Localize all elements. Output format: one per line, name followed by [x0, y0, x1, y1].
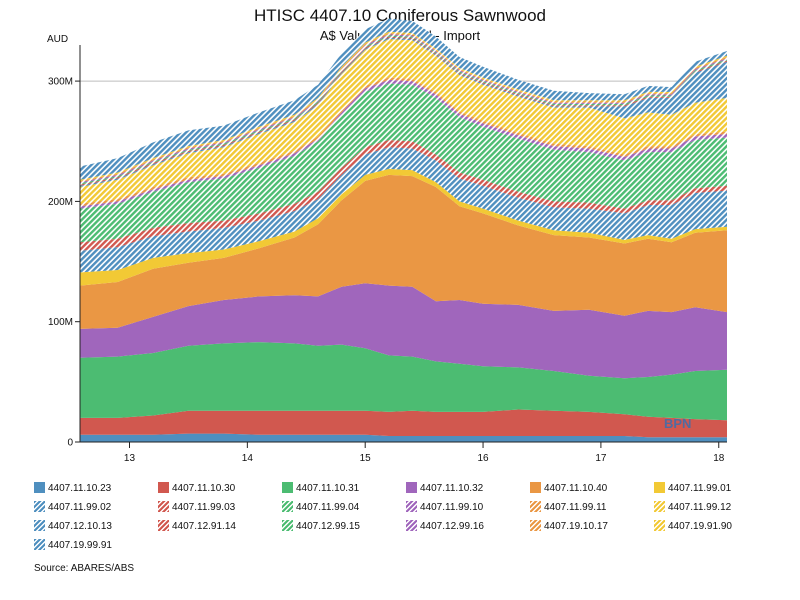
legend-label: 4407.19.91.90 — [668, 521, 732, 532]
area-4407.11.10.32 — [80, 283, 727, 379]
y-tick-label: 200M — [48, 197, 73, 208]
legend-swatch — [282, 482, 293, 493]
watermark-logo: BPN — [664, 416, 692, 431]
legend-item[interactable]: 4407.12.99.15 — [282, 520, 360, 533]
legend-item[interactable]: 4407.11.99.03 — [158, 501, 235, 514]
legend-label: 4407.19.10.17 — [544, 521, 608, 532]
legend-swatch — [34, 501, 45, 512]
legend-item[interactable]: 4407.11.99.02 — [34, 501, 111, 514]
legend-item[interactable]: 4407.11.10.23 — [34, 482, 111, 495]
legend-label: 4407.11.99.01 — [668, 483, 732, 494]
legend-label: 4407.11.99.03 — [172, 502, 236, 513]
legend-item[interactable]: 4407.19.99.91 — [34, 539, 112, 552]
chart-plot: 0 100M 200M 300M 13 14 15 16 17 18 — [48, 18, 727, 464]
legend-label: 4407.11.10.40 — [544, 483, 608, 494]
legend-swatch — [406, 482, 417, 493]
legend-swatch — [406, 520, 417, 531]
legend-item[interactable]: 4407.19.10.17 — [530, 520, 608, 533]
legend-label: 4407.12.99.16 — [420, 521, 484, 532]
legend-label: 4407.11.99.04 — [296, 502, 360, 513]
legend-item[interactable]: 4407.12.10.13 — [34, 520, 112, 533]
legend-item[interactable]: 4407.11.99.11 — [530, 501, 606, 514]
area-4407.11.99.02 — [80, 147, 727, 273]
legend-swatch — [530, 482, 541, 493]
y-tick-label: 100M — [48, 317, 73, 328]
legend-swatch — [654, 482, 665, 493]
legend-item[interactable]: 4407.12.99.16 — [406, 520, 484, 533]
legend-swatch — [654, 501, 665, 512]
area-4407.11.10.30 — [80, 409, 727, 438]
legend-swatch — [282, 501, 293, 512]
area-4407.11.10.40 — [80, 174, 727, 329]
x-tick-label: 17 — [595, 453, 607, 464]
legend-swatch — [282, 520, 293, 531]
x-tick-label: 14 — [242, 453, 254, 464]
legend-swatch — [34, 520, 45, 531]
legend-label: 4407.12.10.13 — [48, 521, 112, 532]
y-tick-label: 0 — [67, 438, 73, 449]
legend-label: 4407.11.99.12 — [668, 502, 732, 513]
area-4407.11.99.03 — [80, 140, 727, 251]
y-axis-label: AUD — [47, 34, 69, 45]
legend-item[interactable]: 4407.11.10.30 — [158, 482, 235, 495]
legend-swatch — [158, 482, 169, 493]
legend-label: 4407.11.99.02 — [48, 502, 112, 513]
legend-swatch — [406, 501, 417, 512]
area-4407.11.99.04 — [80, 83, 727, 243]
legend-item[interactable]: 4407.11.10.31 — [282, 482, 359, 495]
stacked-areas — [80, 18, 727, 442]
area-4407.19.99.91 — [80, 18, 727, 180]
legend-label: 4407.11.10.23 — [48, 483, 112, 494]
chart-title: HTISC 4407.10 Coniferous Sawnwood — [254, 6, 546, 25]
legend-swatch — [530, 501, 541, 512]
legend-item[interactable]: 4407.12.91.14 — [158, 520, 236, 533]
y-tick-label: 300M — [48, 77, 73, 88]
legend-label: 4407.12.91.14 — [172, 521, 236, 532]
legend-label: 4407.11.10.32 — [420, 483, 484, 494]
legend-label: 4407.11.10.31 — [296, 483, 360, 494]
legend-label: 4407.12.99.15 — [296, 521, 360, 532]
legend-item[interactable]: 4407.11.99.12 — [654, 501, 731, 514]
legend-item[interactable]: 4407.11.99.04 — [282, 501, 359, 514]
legend-swatch — [158, 520, 169, 531]
legend-label: 4407.19.99.91 — [48, 540, 112, 551]
legend-swatch — [654, 520, 665, 531]
source-note: Source: ABARES/ABS — [34, 563, 135, 574]
legend-item[interactable]: 4407.11.10.40 — [530, 482, 607, 495]
legend-swatch — [34, 482, 45, 493]
area-4407.11.10.31 — [80, 342, 727, 421]
x-tick-label: 18 — [713, 453, 725, 464]
x-tick-label: 16 — [477, 453, 489, 464]
legend-label: 4407.11.99.11 — [544, 502, 607, 513]
area-4407.11.10.23 — [80, 433, 727, 442]
legend-swatch — [34, 539, 45, 550]
legend-label: 4407.11.10.30 — [172, 483, 236, 494]
x-tick-label: 13 — [124, 453, 136, 464]
area-4407.11.99.12 — [80, 39, 727, 204]
legend-item[interactable]: 4407.11.10.32 — [406, 482, 483, 495]
x-tick-label: 15 — [360, 453, 372, 464]
legend-item[interactable]: 4407.11.99.10 — [406, 501, 483, 514]
legend-swatch — [158, 501, 169, 512]
legend-label: 4407.11.99.10 — [420, 502, 484, 513]
legend-swatch — [530, 520, 541, 531]
legend-item[interactable]: 4407.19.91.90 — [654, 520, 732, 533]
axes: 0 100M 200M 300M 13 14 15 16 17 18 — [48, 45, 727, 464]
legend-item[interactable]: 4407.11.99.01 — [654, 482, 731, 495]
